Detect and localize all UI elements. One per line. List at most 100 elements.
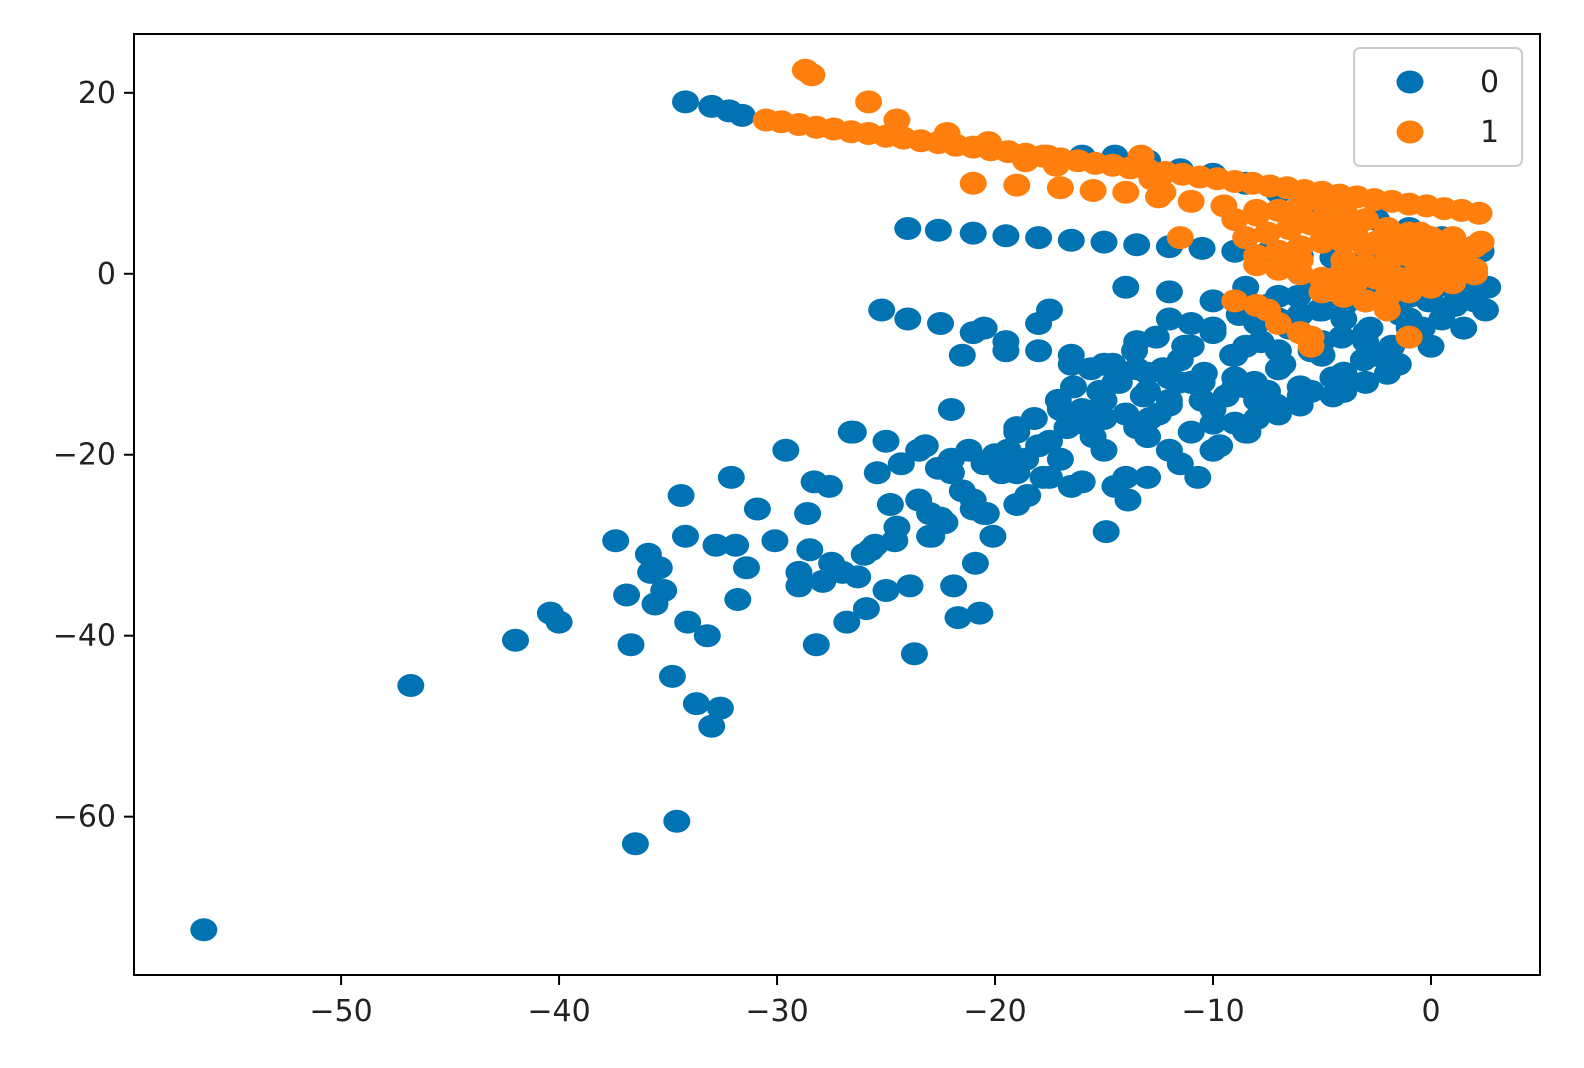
data-point <box>1352 253 1380 277</box>
data-point <box>1046 176 1074 200</box>
data-point <box>1264 357 1292 381</box>
data-point <box>916 524 944 548</box>
data-point <box>1112 465 1140 489</box>
data-point <box>1417 262 1445 286</box>
data-point <box>785 574 813 598</box>
data-point <box>1286 194 1314 218</box>
data-point <box>924 218 952 242</box>
y-tick-label: −60 <box>53 800 116 835</box>
data-point <box>1352 235 1380 259</box>
data-point <box>1003 416 1031 440</box>
data-point <box>1177 370 1205 394</box>
data-point <box>663 809 691 833</box>
data-point <box>1461 289 1489 313</box>
data-point <box>1036 465 1063 489</box>
data-point <box>1134 465 1162 489</box>
data-point <box>1090 438 1118 462</box>
data-point <box>1057 474 1085 498</box>
data-point <box>815 474 843 498</box>
data-point <box>1046 398 1074 421</box>
data-point <box>1330 230 1358 254</box>
data-point <box>702 533 730 557</box>
data-point <box>1134 379 1162 403</box>
data-point <box>850 542 878 566</box>
data-point <box>887 452 915 476</box>
data-point <box>1123 416 1151 440</box>
data-point <box>1060 375 1087 399</box>
data-point <box>613 583 641 607</box>
x-tick-label: −10 <box>1181 994 1244 1029</box>
data-point <box>658 664 686 688</box>
data-point <box>863 461 891 485</box>
data-point <box>545 610 573 634</box>
data-point <box>798 63 826 87</box>
data-point <box>1275 217 1303 240</box>
plot-frame <box>133 33 1541 976</box>
data-point <box>852 597 880 621</box>
data-point <box>724 588 752 611</box>
data-point <box>802 633 830 657</box>
data-point <box>693 624 721 648</box>
data-point <box>1286 262 1314 286</box>
data-point <box>1090 230 1118 254</box>
data-point <box>839 420 867 444</box>
data-point <box>1199 321 1227 345</box>
data-point <box>1123 233 1151 257</box>
data-point <box>1184 465 1212 489</box>
data-point <box>733 556 760 580</box>
data-point <box>1112 180 1140 204</box>
data-point <box>1188 388 1216 412</box>
data-point <box>1264 398 1292 421</box>
data-point <box>940 574 968 598</box>
data-point <box>1090 352 1118 376</box>
data-point <box>1057 228 1085 252</box>
data-point <box>1308 189 1336 213</box>
legend: 01 <box>1353 47 1523 167</box>
data-point <box>1439 293 1467 317</box>
data-point <box>1264 312 1292 335</box>
data-point <box>1221 411 1249 435</box>
data-point <box>992 456 1020 480</box>
data-point <box>1243 203 1271 227</box>
data-point <box>1155 307 1183 331</box>
data-point <box>1079 179 1107 202</box>
data-point <box>502 628 529 652</box>
data-point <box>1264 198 1292 222</box>
data-point <box>1373 361 1401 385</box>
y-tick-label: 0 <box>97 257 116 292</box>
data-point <box>1155 366 1183 390</box>
data-point <box>1439 257 1467 281</box>
data-point <box>1373 284 1401 308</box>
data-point <box>1450 316 1478 340</box>
data-point <box>1465 201 1493 225</box>
data-point <box>672 524 699 548</box>
legend-marker <box>1396 70 1424 94</box>
data-point <box>1199 438 1227 462</box>
data-point <box>1177 189 1205 213</box>
data-point <box>1025 312 1053 335</box>
x-tick-label: −20 <box>963 994 1026 1029</box>
data-point <box>872 429 900 453</box>
data-point <box>992 224 1020 248</box>
data-point <box>1330 257 1358 281</box>
axes: −50 −40 −30 −20 −10 0 20 0 −20 −40 −60 <box>53 33 1541 1029</box>
data-point <box>1025 339 1053 363</box>
data-point <box>905 438 933 462</box>
data-point <box>1155 393 1183 417</box>
data-point <box>1297 212 1325 236</box>
data-point <box>717 465 745 489</box>
data-point <box>682 692 710 716</box>
data-point <box>698 714 726 738</box>
data-point <box>828 560 856 584</box>
data-point <box>959 171 987 195</box>
data-point <box>855 90 883 114</box>
data-point <box>1308 298 1336 322</box>
data-point <box>1177 312 1205 335</box>
data-point <box>1352 370 1380 394</box>
data-point <box>1057 352 1085 376</box>
data-point <box>1330 379 1358 403</box>
data-point <box>1330 284 1358 308</box>
x-tick-label: −50 <box>309 994 372 1029</box>
data-point <box>1352 289 1380 313</box>
data-point <box>948 343 976 367</box>
